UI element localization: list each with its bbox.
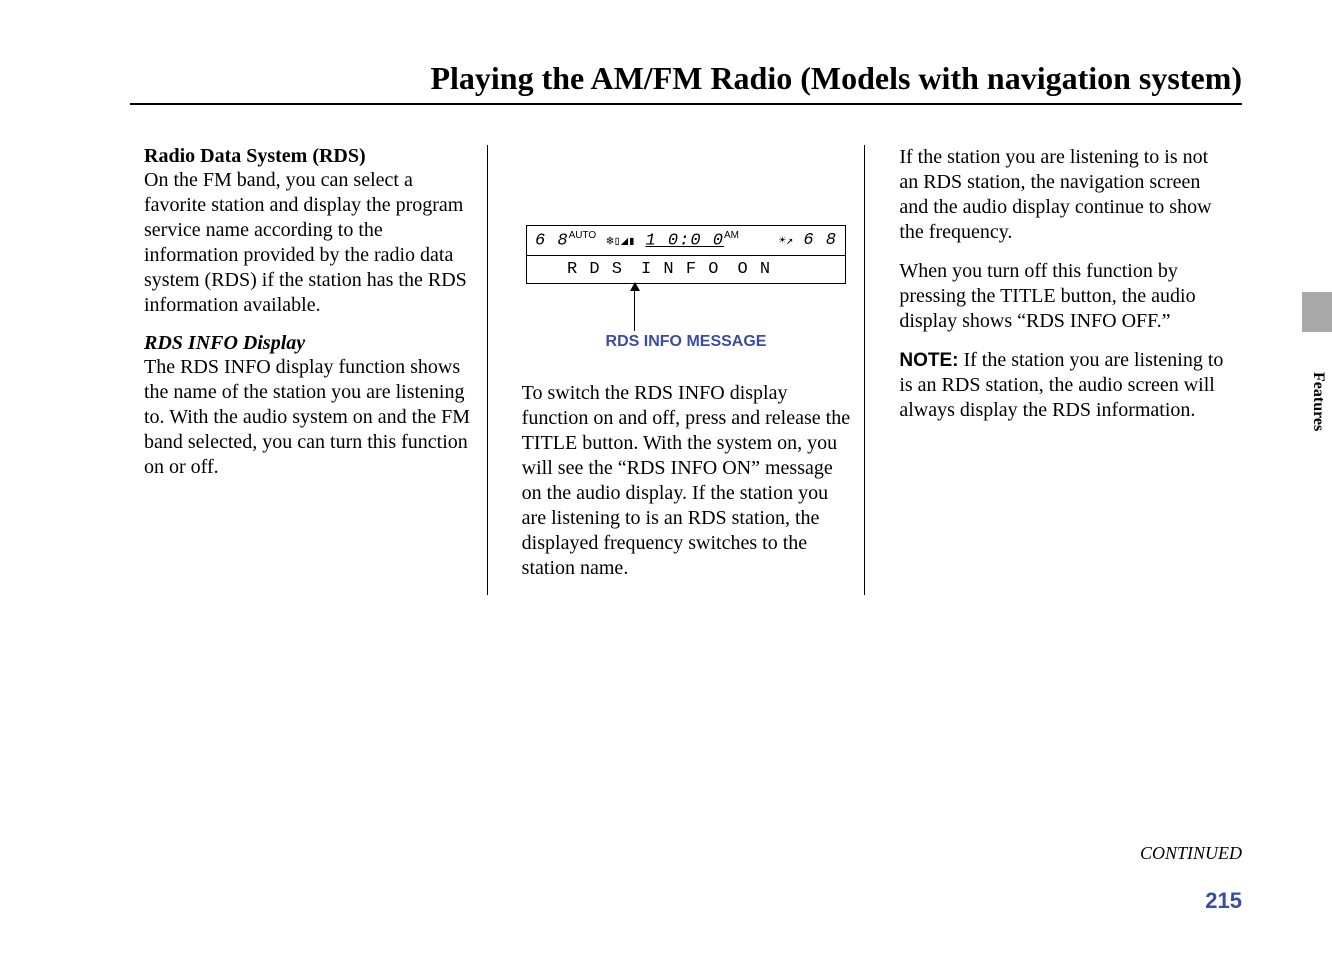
display-caption: RDS INFO MESSAGE [606, 333, 767, 351]
display-right-group: ☀↗ 6 8 [779, 231, 837, 250]
page: Playing the AM/FM Radio (Models with nav… [0, 0, 1332, 954]
rds-paragraph: On the FM band, you can select a favorit… [144, 168, 473, 318]
display-right-temp: 6 8 [803, 231, 837, 250]
tab-label: Features [1309, 372, 1327, 431]
weather-icon: ☀↗ [779, 234, 793, 248]
gray-tab-block [1302, 292, 1332, 332]
display-on: O N [737, 260, 771, 279]
side-tab: Features [1302, 332, 1332, 472]
rds-info-paragraph: The RDS INFO display function shows the … [144, 355, 473, 480]
pointer-arrow [630, 284, 640, 331]
continued-label: CONTINUED [1140, 843, 1242, 864]
header: Playing the AM/FM Radio (Models with nav… [130, 60, 1242, 105]
column-3: If the station you are listening to is n… [885, 145, 1242, 595]
rds-info-subheading: RDS INFO Display [144, 332, 473, 355]
col2-paragraph: To switch the RDS INFO display function … [522, 381, 851, 581]
arrow-head-icon [630, 282, 640, 291]
display-left-temp: 6 8 [535, 232, 569, 251]
audio-display-box: 6 8AUTO ❄▯◢▮ 1 0:0 0AM ☀↗ 6 8 R D S I N … [526, 225, 846, 284]
auto-label: AUTO [569, 230, 597, 241]
am-label: AM [724, 230, 739, 241]
page-title: Playing the AM/FM Radio (Models with nav… [430, 60, 1242, 97]
display-row-1: 6 8AUTO ❄▯◢▮ 1 0:0 0AM ☀↗ 6 8 [527, 226, 845, 256]
display-time: 1 0:0 0 [646, 232, 724, 251]
rds-heading: Radio Data System (RDS) [144, 145, 473, 168]
page-number: 215 [1205, 888, 1242, 914]
column-1: Radio Data System (RDS) On the FM band, … [130, 145, 488, 595]
status-icons: ❄▯◢▮ [606, 235, 635, 249]
display-row-2: R D S I N F O O N [527, 256, 845, 283]
col3-p2: When you turn off this function by press… [899, 259, 1228, 334]
note-paragraph: NOTE: If the station you are listening t… [899, 348, 1228, 423]
display-info: I N F O [641, 260, 719, 279]
arrow-stem [634, 291, 635, 331]
display-rds: R D S [567, 260, 623, 279]
display-left-group: 6 8AUTO ❄▯◢▮ 1 0:0 0AM [535, 230, 739, 251]
col3-p1: If the station you are listening to is n… [899, 145, 1228, 245]
column-2: 6 8AUTO ❄▯◢▮ 1 0:0 0AM ☀↗ 6 8 R D S I N … [508, 145, 866, 595]
columns-wrap: Radio Data System (RDS) On the FM band, … [130, 145, 1242, 595]
note-label: NOTE: [899, 350, 958, 371]
audio-display-illustration: 6 8AUTO ❄▯◢▮ 1 0:0 0AM ☀↗ 6 8 R D S I N … [522, 225, 851, 351]
